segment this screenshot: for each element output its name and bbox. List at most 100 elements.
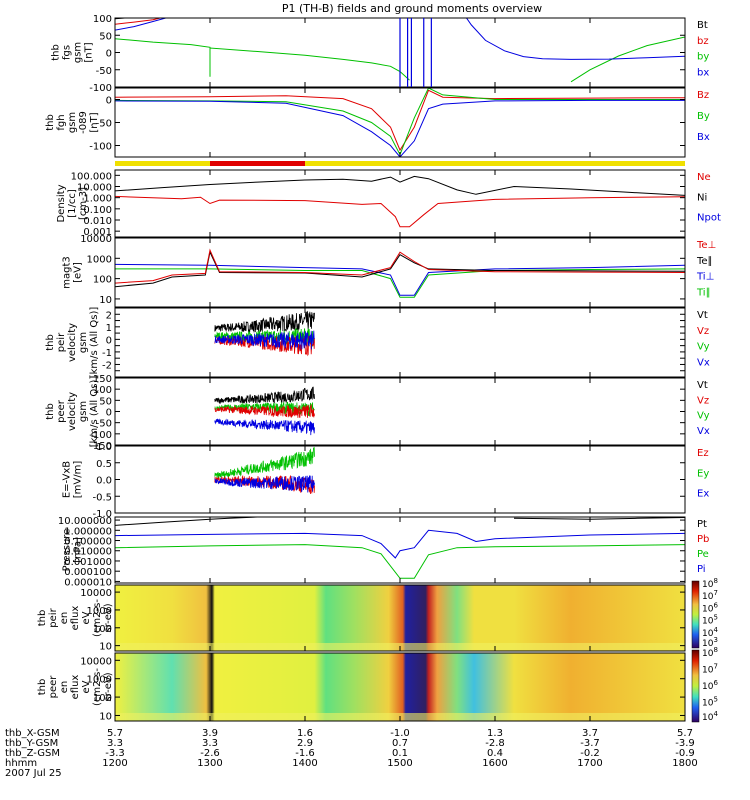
y-axis-label: thb xyxy=(37,679,48,696)
x-tick-label: 0.1 xyxy=(392,748,408,759)
series-bx xyxy=(115,18,168,31)
y-axis-label: [cm-3] xyxy=(78,187,89,220)
y-axis-label: (cm2-s- xyxy=(92,599,103,637)
x-tick-label: -3.3 xyxy=(105,748,125,759)
legend-Vz: Vz xyxy=(697,326,709,337)
x-tick-label: 3.7 xyxy=(582,728,598,739)
date-label: 2007 Jul 25 xyxy=(5,768,62,779)
y-tick-label: 100 xyxy=(93,14,112,25)
y-axis-label: sr-eV) xyxy=(103,672,114,701)
y-axis-label: peer xyxy=(48,675,59,699)
legend-Vz: Vz xyxy=(697,395,709,406)
series-Ey xyxy=(214,446,315,479)
colorbar xyxy=(691,580,700,649)
figure-title: P1 (TH-B) fields and ground moments over… xyxy=(282,2,542,15)
x-row-label: hhmm xyxy=(5,758,37,769)
y-axis-label: sr-eV) xyxy=(103,603,114,632)
x-row-label: thb_Z-GSM xyxy=(5,748,60,759)
y-tick-label: 0 xyxy=(106,96,112,107)
legend-bz: bz xyxy=(697,36,709,47)
y-tick-label: 0.000010 xyxy=(64,577,112,588)
x-tick-label: 1400 xyxy=(292,758,317,769)
status-bar-red xyxy=(210,161,305,166)
series-Pi xyxy=(115,529,685,559)
x-tick-label: -2.6 xyxy=(200,748,220,759)
series-Ne xyxy=(115,195,685,228)
y-tick-label: -2 xyxy=(102,360,112,371)
plot-area xyxy=(115,248,685,298)
y-tick-label: -50 xyxy=(96,419,112,430)
y-axis-label: [1/cc] xyxy=(67,189,78,218)
legend-Pe: Pe xyxy=(697,549,709,560)
y-tick-label: 0 xyxy=(106,49,112,60)
x-tick-label: 1800 xyxy=(672,758,697,769)
legend-Ni: Ni xyxy=(697,192,707,203)
y-tick-label: 100 xyxy=(93,693,112,704)
legend-Vt: Vt xyxy=(697,380,708,391)
series-Te∥ xyxy=(115,250,685,288)
y-axis-label: thb xyxy=(45,334,56,351)
y-axis-label: velocity xyxy=(67,392,78,431)
plot-area xyxy=(214,446,315,495)
y-axis-label: en xyxy=(59,681,70,694)
y-tick-label: -150 xyxy=(89,441,112,452)
spectrogram xyxy=(115,585,685,651)
y-tick-label: -50 xyxy=(96,119,112,130)
legend-Ey: Ey xyxy=(697,468,709,479)
status-bar-yellow xyxy=(115,161,685,166)
y-axis-label: -089 xyxy=(78,111,89,134)
series-bz xyxy=(115,18,163,25)
legend-Te⊥: Te⊥ xyxy=(696,240,716,251)
y-tick-label: 50 xyxy=(99,396,112,407)
y-tick-label: 1000 xyxy=(87,606,112,617)
y-axis-label: [eV] xyxy=(73,262,84,283)
y-tick-label: 10000 xyxy=(80,656,112,667)
y-tick-label: -100 xyxy=(89,83,112,94)
plot-area xyxy=(214,386,315,436)
legend-bx: bx xyxy=(697,67,709,78)
x-tick-label: 1.6 xyxy=(297,728,313,739)
colorbar-tick-label: 107 xyxy=(702,663,718,676)
y-tick-label: -100 xyxy=(89,142,112,153)
x-tick-label: 1.3 xyxy=(487,728,503,739)
legend-Vy: Vy xyxy=(697,411,710,422)
y-tick-label: 1 xyxy=(106,323,112,334)
y-tick-label: 100 xyxy=(93,275,112,286)
y-tick-label: -100 xyxy=(89,430,112,441)
fgs-spikes xyxy=(399,18,432,87)
x-tick-label: -3.9 xyxy=(675,738,695,749)
panel-temperature: 10000 1000 100 10 magt3 [eV] Te⊥ Te∥ Ti⊥ Ti∥ xyxy=(62,234,716,308)
y-tick-label: 2 xyxy=(106,310,112,321)
y-axis-label: velocity xyxy=(67,323,78,362)
legend-Ne: Ne xyxy=(697,172,711,183)
y-tick-label: 100.000 xyxy=(71,171,112,182)
y-axis-label: Density xyxy=(56,184,67,222)
legend-Bx: Bx xyxy=(697,132,710,143)
y-tick-label: 0.100 xyxy=(83,205,112,216)
y-axis-label: [nT] xyxy=(89,112,100,132)
y-tick-label: 0 xyxy=(106,335,112,346)
y-axis-label: gsm xyxy=(73,42,84,63)
series-Vz xyxy=(214,335,315,357)
legend-Ex: Ex xyxy=(697,489,709,500)
y-axis-label: thb xyxy=(37,610,48,627)
series-Pt xyxy=(115,517,258,526)
series-Vt xyxy=(214,310,315,333)
series-Vx xyxy=(214,330,315,350)
x-tick-label: 2.9 xyxy=(297,738,313,749)
colorbar xyxy=(691,649,700,723)
panel-peer_spectrogram: 10000 1000 100 10 thb peer en eflux eV (cm2-s-sr-… xyxy=(37,646,718,723)
series-Te⊥ xyxy=(115,248,685,284)
colorbar-tick-label: 104 xyxy=(702,710,718,723)
y-tick-label: 10.000000 xyxy=(58,516,112,527)
panel-frame xyxy=(114,516,686,584)
panel-pressure: 10.0000001.0000000.1000000.0100000.00100… xyxy=(58,516,709,588)
y-tick-label: -1.0 xyxy=(92,509,112,520)
y-tick-label: 150 xyxy=(93,374,112,385)
series-Bx xyxy=(115,99,685,157)
y-axis-label: gsm xyxy=(78,332,89,353)
y-tick-label: 1.000000 xyxy=(64,526,112,537)
panel-density: 100.00010.0001.0000.1000.0100.001 Density… xyxy=(56,169,721,238)
